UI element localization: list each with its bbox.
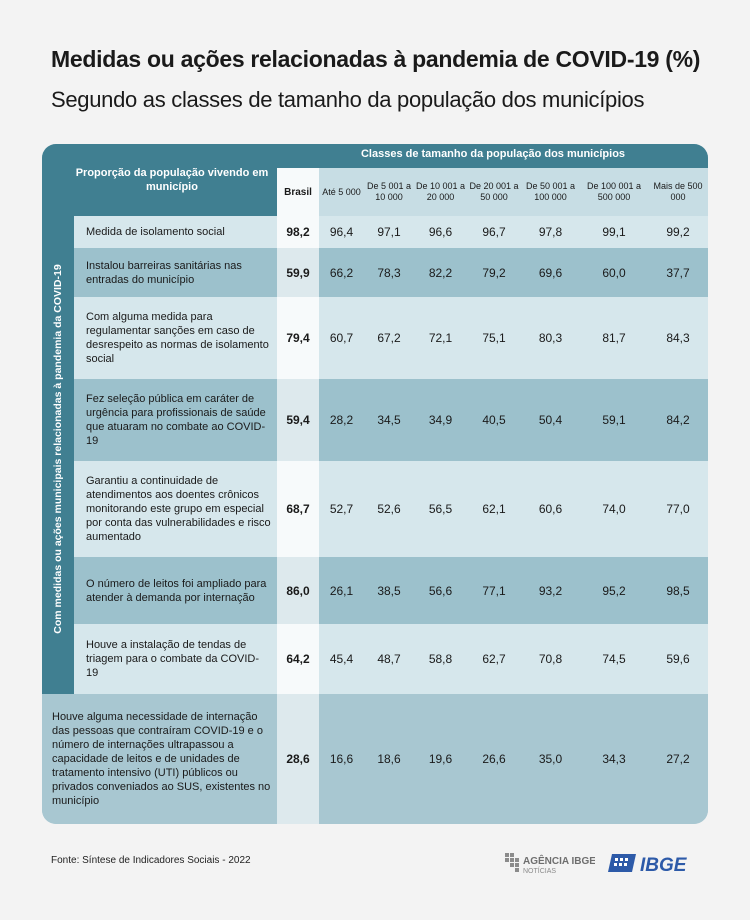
table-cell: 95,2 bbox=[580, 557, 648, 624]
table-cell: 58,8 bbox=[414, 624, 467, 694]
row-label: Houve alguma necessidade de internação d… bbox=[42, 694, 277, 824]
column-header: De 5 001 a 10 000 bbox=[364, 168, 414, 216]
table-cell: 81,7 bbox=[580, 297, 648, 379]
agencia-line1: AGÊNCIA IBGE bbox=[523, 854, 595, 867]
column-header: De 20 001 a 50 000 bbox=[467, 168, 521, 216]
column-header: Até 5 000 bbox=[319, 168, 364, 216]
row-header: Proporção da população vivendo em municí… bbox=[75, 167, 269, 193]
table-cell: 34,3 bbox=[580, 694, 648, 824]
table-cell: 97,8 bbox=[521, 216, 580, 248]
cell-brasil: 59,4 bbox=[277, 379, 319, 461]
table-cell: 50,4 bbox=[521, 379, 580, 461]
table-cell: 62,7 bbox=[467, 624, 521, 694]
table-cell: 34,9 bbox=[414, 379, 467, 461]
row-label: Instalou barreiras sanitárias nas entrad… bbox=[74, 248, 277, 297]
source-note: Fonte: Síntese de Indicadores Sociais - … bbox=[51, 855, 251, 866]
table-cell: 59,6 bbox=[648, 624, 708, 694]
table-cell: 62,1 bbox=[467, 461, 521, 557]
table-cell: 28,2 bbox=[319, 379, 364, 461]
table-cell: 74,5 bbox=[580, 624, 648, 694]
table-cell: 48,7 bbox=[364, 624, 414, 694]
table-cell: 93,2 bbox=[521, 557, 580, 624]
cell-brasil: 59,9 bbox=[277, 248, 319, 297]
table-cell: 38,5 bbox=[364, 557, 414, 624]
table-cell: 19,6 bbox=[414, 694, 467, 824]
group-header: Classes de tamanho da população dos muni… bbox=[360, 148, 626, 160]
table-cell: 99,2 bbox=[648, 216, 708, 248]
column-header: De 50 001 a 100 000 bbox=[521, 168, 580, 216]
row-label: Garantiu a continuidade de atendimentos … bbox=[74, 461, 277, 557]
cell-brasil: 64,2 bbox=[277, 624, 319, 694]
table-cell: 96,4 bbox=[319, 216, 364, 248]
ibge-logo: IBGE bbox=[608, 854, 688, 876]
table-cell: 70,8 bbox=[521, 624, 580, 694]
row-label: Houve a instalação de tendas de triagem … bbox=[74, 624, 277, 694]
table-cell: 78,3 bbox=[364, 248, 414, 297]
table-cell: 27,2 bbox=[648, 694, 708, 824]
table-cell: 74,0 bbox=[580, 461, 648, 557]
table-cell: 77,0 bbox=[648, 461, 708, 557]
table-cell: 75,1 bbox=[467, 297, 521, 379]
agencia-line2: NOTÍCIAS bbox=[523, 866, 556, 875]
table-cell: 60,6 bbox=[521, 461, 580, 557]
column-header: De 100 001 a 500 000 bbox=[580, 168, 648, 216]
agencia-ibge-logo: AGÊNCIA IBGE NOTÍCIAS bbox=[505, 853, 595, 875]
cell-brasil: 98,2 bbox=[277, 216, 319, 248]
cell-brasil: 28,6 bbox=[277, 694, 319, 824]
table-cell: 60,0 bbox=[580, 248, 648, 297]
row-label: Medida de isolamento social bbox=[74, 216, 277, 248]
side-label: Com medidas ou ações municipais relacion… bbox=[52, 264, 64, 634]
table-cell: 56,5 bbox=[414, 461, 467, 557]
table-cell: 96,6 bbox=[414, 216, 467, 248]
table-cell: 26,1 bbox=[319, 557, 364, 624]
cell-brasil: 86,0 bbox=[277, 557, 319, 624]
table-cell: 79,2 bbox=[467, 248, 521, 297]
table-cell: 34,5 bbox=[364, 379, 414, 461]
page-subtitle: Segundo as classes de tamanho da populaç… bbox=[51, 87, 645, 112]
table-cell: 37,7 bbox=[648, 248, 708, 297]
row-label: Com alguma medida para regulamentar sanç… bbox=[74, 297, 277, 379]
table-cell: 67,2 bbox=[364, 297, 414, 379]
table-cell: 82,2 bbox=[414, 248, 467, 297]
table-cell: 66,2 bbox=[319, 248, 364, 297]
side-band bbox=[42, 216, 74, 694]
cell-brasil: 79,4 bbox=[277, 297, 319, 379]
table-cell: 84,3 bbox=[648, 297, 708, 379]
table-cell: 69,6 bbox=[521, 248, 580, 297]
page-title: Medidas ou ações relacionadas à pandemia… bbox=[51, 46, 701, 72]
cell-brasil: 68,7 bbox=[277, 461, 319, 557]
table-cell: 99,1 bbox=[580, 216, 648, 248]
table-cell: 97,1 bbox=[364, 216, 414, 248]
table-cell: 52,6 bbox=[364, 461, 414, 557]
column-header: De 10 001 a 20 000 bbox=[414, 168, 467, 216]
table-cell: 18,6 bbox=[364, 694, 414, 824]
table-cell: 59,1 bbox=[580, 379, 648, 461]
table-cell: 72,1 bbox=[414, 297, 467, 379]
table-cell: 77,1 bbox=[467, 557, 521, 624]
table-cell: 84,2 bbox=[648, 379, 708, 461]
table-cell: 52,7 bbox=[319, 461, 364, 557]
ibge-text: IBGE bbox=[640, 855, 688, 876]
table-cell: 96,7 bbox=[467, 216, 521, 248]
table-cell: 60,7 bbox=[319, 297, 364, 379]
table-cell: 56,6 bbox=[414, 557, 467, 624]
table-cell: 16,6 bbox=[319, 694, 364, 824]
row-label: O número de leitos foi ampliado para ate… bbox=[74, 557, 277, 624]
table-cell: 98,5 bbox=[648, 557, 708, 624]
table-cell: 35,0 bbox=[521, 694, 580, 824]
data-table: Classes de tamanho da população dos muni… bbox=[42, 144, 708, 824]
table-cell: 40,5 bbox=[467, 379, 521, 461]
table-cell: 26,6 bbox=[467, 694, 521, 824]
column-header: Brasil bbox=[277, 168, 319, 216]
row-label: Fez seleção pública em caráter de urgênc… bbox=[74, 379, 277, 461]
table-cell: 45,4 bbox=[319, 624, 364, 694]
column-header: Mais de 500 000 bbox=[648, 168, 708, 216]
table-cell: 80,3 bbox=[521, 297, 580, 379]
